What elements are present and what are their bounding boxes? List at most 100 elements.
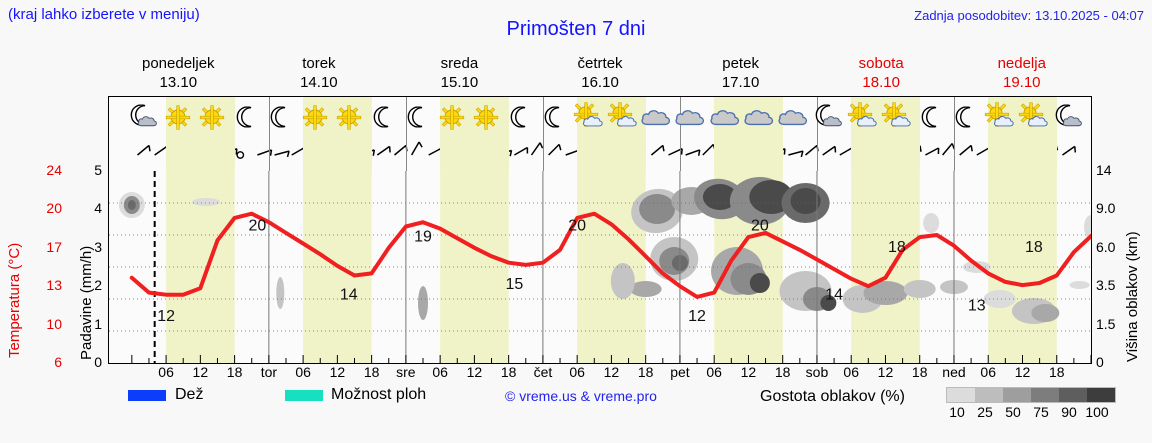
temperature-graph-area: 1220141915201220141813181218	[109, 171, 1091, 363]
day-separator	[268, 137, 270, 171]
day-name: nedelja	[997, 55, 1046, 72]
cloud-height-tick-label: 14	[1096, 162, 1112, 178]
wind-barb	[668, 148, 683, 156]
x-tick-label: 06	[706, 364, 722, 380]
day-date: 19.10	[1002, 74, 1041, 91]
weather-icon-glyph	[471, 103, 501, 131]
cloud-density-swatch	[1059, 388, 1087, 402]
weather-icon-sun-cloud	[572, 98, 606, 136]
wind-barb	[822, 145, 837, 156]
daylight-band	[303, 137, 372, 171]
weather-icon-glyph	[882, 103, 912, 131]
cloud-height-tick-label: 1.5	[1096, 315, 1116, 332]
weather-icon-moon	[914, 98, 948, 136]
x-tick-label: 18	[226, 364, 243, 380]
day-name: sobota	[858, 55, 904, 72]
precipitation-tick-label: 0	[94, 354, 102, 370]
day-name: torek	[302, 55, 336, 72]
cloud-density-blob	[418, 286, 429, 320]
day-separator	[953, 97, 955, 137]
x-tick-label: 18	[774, 364, 791, 380]
wind-barb	[685, 149, 701, 156]
temperature-tick-label: 20	[46, 200, 62, 217]
temperature-line	[129, 211, 1091, 299]
weather-icon-glyph	[128, 103, 158, 131]
daylight-band	[166, 137, 235, 171]
x-tick-label: 12	[740, 364, 757, 380]
weather-icon-glyph	[539, 103, 569, 131]
day-header-četrtek: četrtek 16.10	[530, 52, 671, 94]
day-separator	[405, 137, 407, 171]
cloud-density-swatch	[947, 388, 975, 402]
wind-barb	[530, 142, 544, 156]
cloud-density-tick-label: 50	[1005, 404, 1021, 420]
cloud-icon	[890, 114, 912, 127]
day-separator	[679, 137, 681, 171]
weather-icon-glyph	[505, 103, 535, 131]
wind-barb	[548, 143, 562, 156]
x-tick-label: 12	[329, 364, 346, 380]
wind-barb	[942, 143, 956, 156]
cloud-density-blob	[1031, 304, 1060, 322]
x-tick-label: 18	[1048, 364, 1065, 380]
weather-icon-moon	[229, 98, 263, 136]
cloud-density-swatch	[975, 388, 1003, 402]
temperature-point-label: 12	[157, 308, 175, 325]
x-tick-label: 06	[980, 364, 996, 380]
wind-barb	[788, 150, 804, 158]
cloud-density-blob	[820, 295, 837, 311]
weather-icon-sun	[435, 98, 469, 136]
cloud-density-blob	[863, 281, 908, 305]
weather-icon-glyph	[1019, 103, 1049, 131]
weather-icon-glyph	[300, 103, 330, 131]
rain-legend-label: Dež	[175, 386, 204, 403]
x-tick-label: sre	[396, 364, 416, 380]
location-menu-note: (kraj lahko izberete v meniju)	[8, 6, 200, 23]
weather-icon-glyph	[641, 103, 672, 131]
weather-icon-glyph	[813, 103, 843, 131]
cloud-density-blob	[610, 263, 635, 299]
cloud-density-blob	[629, 281, 662, 297]
weather-icon-sun	[298, 98, 332, 136]
cloud-density-ramp	[946, 387, 1116, 403]
x-tick-label: 18	[637, 364, 654, 380]
wind-barb	[650, 144, 665, 156]
weather-icon-sun	[161, 98, 195, 136]
day-separator	[953, 137, 955, 171]
weather-icon-glyph	[848, 103, 878, 131]
weather-icon-glyph	[437, 103, 467, 131]
weather-icon-cloud	[743, 98, 777, 136]
day-separator	[542, 97, 544, 137]
temperature-axis-title: Temperatura (°C)	[6, 242, 23, 358]
temperature-tick-label: 10	[46, 315, 62, 332]
daylight-band	[714, 137, 783, 171]
cloud-density-blob	[702, 184, 737, 210]
precipitation-tick-label: 3	[94, 238, 102, 255]
x-tick-label: 12	[603, 364, 620, 380]
day-separator	[268, 97, 270, 137]
temperature-tick-label: 24	[46, 162, 62, 178]
weather-icon-sun-cloud	[880, 98, 914, 136]
wind-barb	[137, 144, 151, 156]
weather-icon-moon	[537, 98, 571, 136]
cloud-density-ramp-labels: 10 25 50 75 90 100	[940, 404, 1140, 420]
x-tick-label: 06	[158, 364, 174, 380]
precipitation-tick-label: 2	[94, 277, 102, 294]
x-tick-label: 06	[295, 364, 311, 380]
weather-icon-sun-cloud	[1017, 98, 1051, 136]
copyright-link[interactable]: © vreme.us & vreme.pro	[505, 388, 657, 404]
weather-icon-glyph	[985, 103, 1015, 131]
weather-icon-glyph	[916, 103, 946, 131]
x-tick-label: 06	[569, 364, 585, 380]
weather-icon-moon	[400, 98, 434, 136]
weather-icon-moon	[366, 98, 400, 136]
weather-icon-moon	[263, 98, 297, 136]
precipitation-tick-label: 4	[94, 200, 102, 217]
daylight-band	[440, 171, 509, 363]
precipitation-tick-label: 5	[94, 162, 102, 178]
cloud-density-blob	[983, 290, 1016, 308]
day-name: sreda	[440, 55, 479, 72]
weather-icon-moon-cloud	[1051, 98, 1085, 136]
cloud-density-blob	[276, 277, 285, 309]
wind-barb	[702, 143, 716, 156]
